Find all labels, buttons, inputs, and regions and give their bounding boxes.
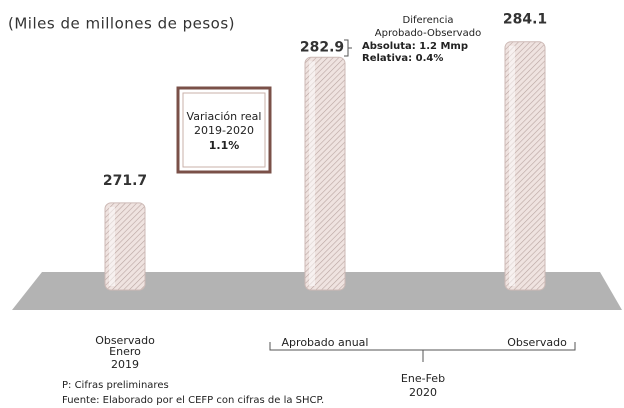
value-label: 284.1 [503,12,547,28]
group-bracket [269,342,576,362]
note: Fuente: Elaborado por el CEFP con cifras… [62,395,324,406]
bar-highlight [109,206,115,286]
bracket [344,39,352,57]
x-tick-label: Aprobado anual [282,336,369,349]
variation-box-inner [182,92,266,168]
value-label: 282.9 [300,39,344,55]
group-label: Ene-Feb [401,372,445,385]
x-tick-sublabel: 2019 [111,358,139,371]
annotation: Relativa: 0.4% [362,53,443,64]
x-tick-label: Observado [507,336,567,349]
note: P: Cifras preliminares [62,380,169,391]
variation-box [176,86,272,174]
floor [12,272,622,310]
annotation: Aprobado-Observado [375,28,481,39]
x-tick-sublabel: Enero [109,345,141,358]
x-tick-label: Observado [95,334,155,347]
annotation: Absoluta: 1.2 Mmp [362,41,468,52]
bar-highlight [509,45,515,287]
subtitle: (Miles de millones de pesos) [8,15,235,33]
value-label: 271.7 [103,173,147,189]
bar-highlight [309,61,315,286]
annotation: Diferencia [403,15,454,26]
group-label: 2020 [409,386,437,399]
annotation: Variación real [187,110,262,123]
annotation: 1.1% [209,139,240,152]
annotation: 2019-2020 [194,124,254,137]
